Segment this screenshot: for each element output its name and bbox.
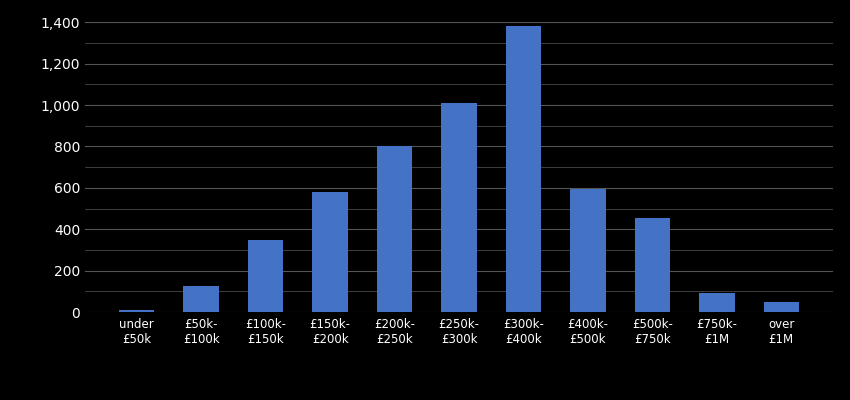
Bar [119, 310, 155, 312]
Bar [506, 26, 541, 312]
Bar [248, 240, 283, 312]
Bar [184, 286, 219, 312]
Bar [441, 103, 477, 312]
Bar [312, 192, 348, 312]
Bar [377, 146, 412, 312]
Bar [570, 189, 606, 312]
Bar [699, 293, 734, 312]
Bar [763, 302, 799, 312]
Bar [635, 218, 670, 312]
